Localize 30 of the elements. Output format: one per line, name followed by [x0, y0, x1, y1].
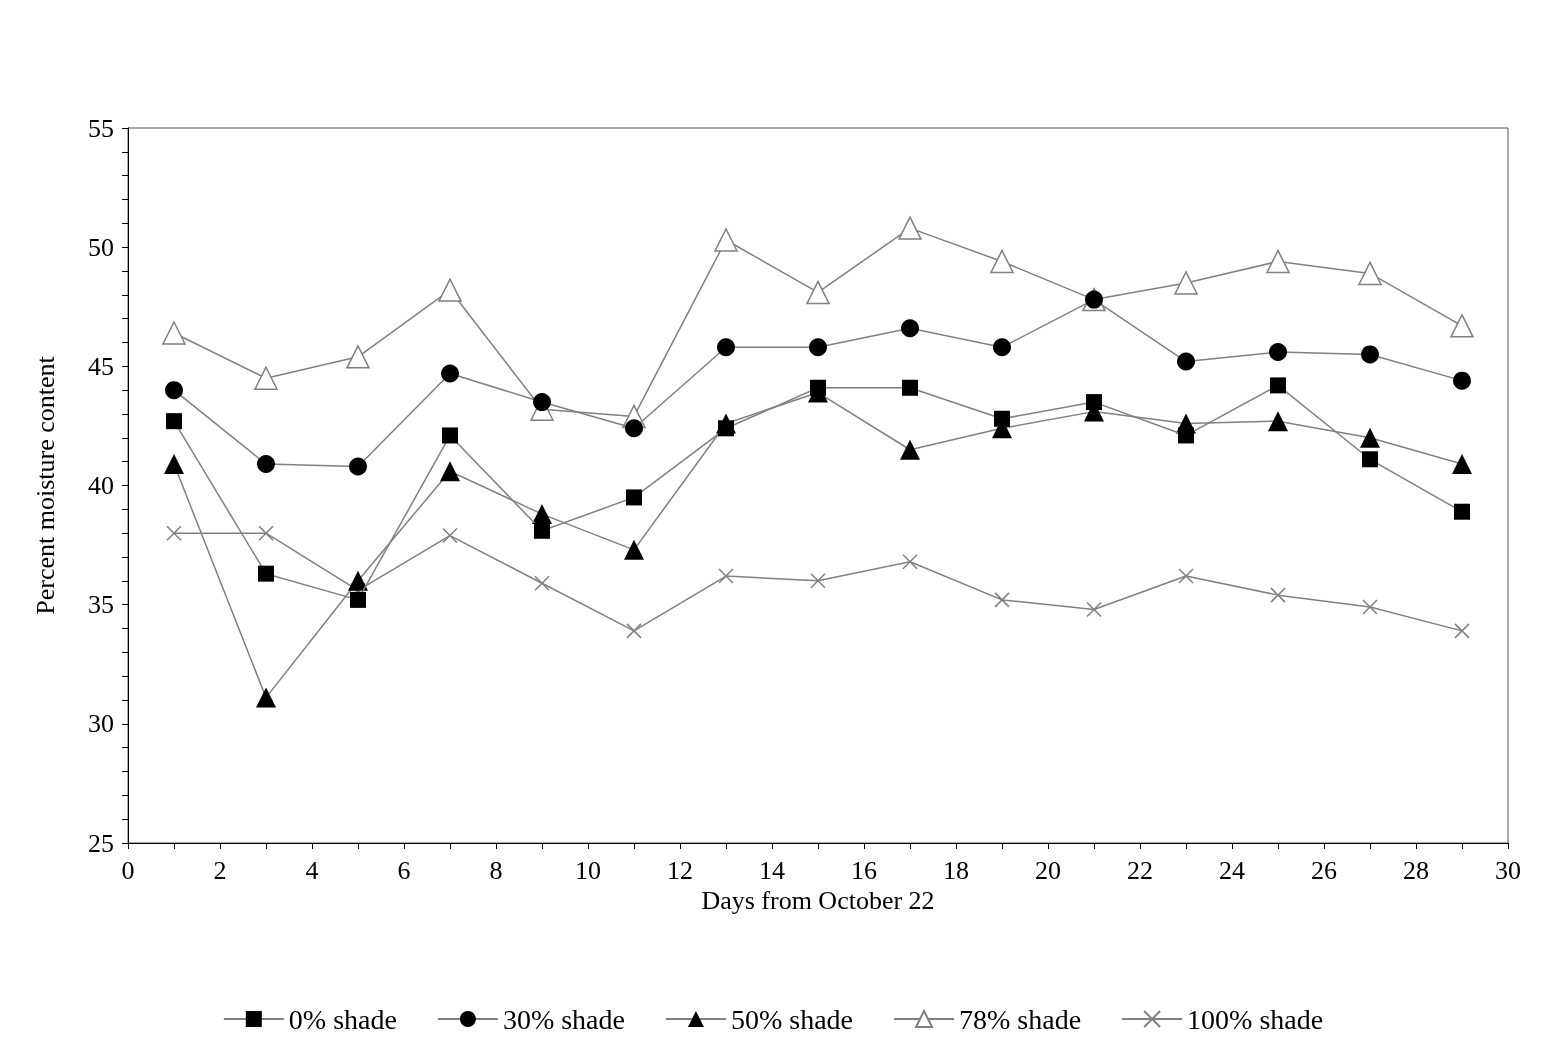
- legend-label: 50% shade: [730, 1003, 854, 1035]
- y-tick-label: 30: [88, 709, 114, 739]
- x-tick-label: 14: [759, 855, 785, 885]
- x-tick-label: 26: [1311, 855, 1337, 885]
- x-tick-label: 10: [575, 855, 601, 885]
- y-tick-label: 35: [88, 590, 114, 620]
- x-tick-label: 0: [121, 855, 135, 885]
- x-tick-label: 2: [213, 855, 227, 885]
- legend-label: 78% shade: [959, 1003, 1082, 1035]
- y-tick-label: 25: [88, 828, 114, 858]
- x-tick-label: 28: [1403, 855, 1429, 885]
- x-tick-label: 16: [851, 855, 877, 885]
- x-tick-label: 12: [667, 855, 693, 885]
- y-axis-title: Percent moisture content: [30, 355, 60, 615]
- x-tick-label: 18: [943, 855, 969, 885]
- y-tick-label: 40: [88, 471, 114, 500]
- y-tick-label: 50: [88, 232, 114, 262]
- y-tick-label: 55: [88, 113, 114, 143]
- legend-label: 0% shade: [288, 1003, 397, 1035]
- x-tick-label: 24: [1219, 855, 1245, 885]
- x-tick-label: 20: [1035, 855, 1061, 885]
- legend-label: 100% shade: [1187, 1003, 1324, 1035]
- x-tick-label: 22: [1127, 855, 1153, 885]
- x-tick-label: 6: [397, 855, 411, 885]
- x-tick-label: 30: [1495, 855, 1521, 885]
- x-axis-title: Days from October 22: [701, 886, 935, 916]
- legend-label: 30% shade: [502, 1003, 625, 1035]
- x-tick-label: 4: [305, 855, 319, 885]
- x-tick-label: 8: [489, 855, 503, 885]
- y-tick-label: 45: [88, 351, 114, 381]
